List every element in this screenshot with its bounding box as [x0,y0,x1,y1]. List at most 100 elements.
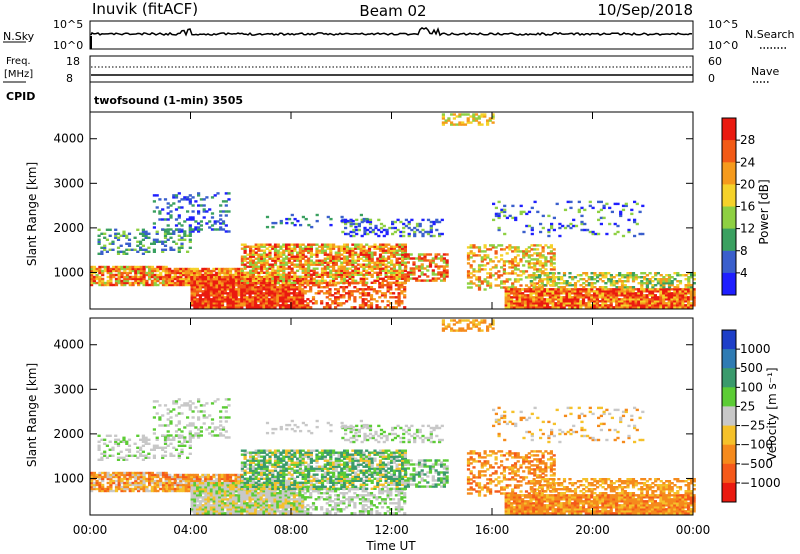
scatter-cell [223,298,227,301]
scatter-cell [155,194,159,197]
scatter-cell [191,218,195,221]
scatter-cell [438,232,442,236]
scatter-cell [304,277,308,280]
scatter-cell [320,271,325,274]
scatter-cell [278,300,283,303]
scatter-cell [260,261,264,264]
scatter-cell [651,288,655,291]
scatter-cell [169,232,173,235]
scatter-cell [173,283,177,287]
scatter-cell [397,288,401,291]
scatter-cell [656,278,660,281]
scatter-cell [392,267,396,270]
scatter-cell [101,489,105,493]
scatter-cell [391,220,395,224]
scatter-cell [191,196,195,199]
scatter-cell [573,304,577,307]
scatter-cell [142,487,146,491]
scatter-cell [109,273,113,277]
scatter-cell [582,282,586,285]
scatter-cell [645,300,649,303]
scatter-cell [370,259,374,262]
scatter-cell [184,481,188,485]
scatter-cell [599,208,603,212]
scatter-cell [187,483,191,487]
scatter-cell [114,479,119,483]
scatter-cell [634,278,638,281]
scatter-cell [684,288,688,291]
scatter-cell [210,430,215,433]
scatter-cell [257,281,261,284]
scatter-cell [344,232,348,236]
scatter-cell [621,208,626,212]
scatter-cell [285,273,289,276]
scatter-cell [186,196,190,199]
scatter-cell [260,281,264,284]
scatter-cell [137,485,141,489]
scatter-cell [153,279,157,283]
scatter-cell [363,226,367,230]
scatter-cell [361,290,365,293]
scatter-cell [176,489,180,493]
scatter-cell [293,259,297,262]
scatter-cell [234,477,238,481]
scatter-cell [431,279,435,282]
scatter-cell [403,261,407,264]
scatter-cell [199,220,203,223]
scatter-cell [576,302,580,305]
scatter-cell [692,272,696,275]
scatter-cell [218,292,222,295]
scatter-cell [165,281,169,285]
scatter-cell [217,479,222,483]
scatter-cell [101,471,105,475]
scatter-cell [369,296,374,299]
scatter-cell [130,454,134,457]
scatter-cell [581,294,586,297]
scatter-cell [606,294,610,297]
scatter-cell [510,292,514,295]
scatter-cell [196,306,200,309]
scatter-cell [689,302,693,305]
scatter-cell [389,284,393,287]
scatter-cell [594,232,598,236]
scatter-cell [169,210,173,213]
scatter-cell [522,230,526,234]
scatter-cell [273,284,277,287]
scatter-cell [128,271,132,275]
nsearch-label: N.Search [745,28,795,41]
scatter-cell [574,224,579,228]
scatter-cell [195,273,199,277]
scatter-cell [137,283,141,287]
scatter-cell [217,473,222,477]
scatter-cell [359,281,363,284]
scatter-cell [201,302,205,305]
scatter-cell [398,267,402,270]
scatter-cell [134,265,138,269]
scatter-cell [402,222,406,226]
scatter-cell [610,210,614,214]
scatter-cell [234,276,238,279]
scatter-cell [249,265,253,268]
scatter-cell [98,471,102,475]
scatter-cell [582,278,586,281]
scatter-cell [435,228,439,232]
scatter-cell [675,290,680,293]
scatter-cell [355,228,359,232]
scatter-cell [340,279,344,282]
scatter-cell [109,271,113,275]
scatter-cell [418,230,422,234]
scatter-cell [223,278,227,281]
scatter-cell [249,257,253,260]
scatter-cell [397,304,401,307]
scatter-cell [590,272,594,275]
scatter-cell [193,502,197,505]
scatter-cell [131,281,135,285]
scatter-cell [395,261,399,264]
scatter-cell [550,226,554,230]
scatter-cell [540,288,544,291]
scatter-cell [109,275,113,279]
scatter-cell [403,296,407,299]
scatter-cell [372,288,376,291]
scatter-cell [591,206,595,210]
scatter-cell [292,280,296,283]
